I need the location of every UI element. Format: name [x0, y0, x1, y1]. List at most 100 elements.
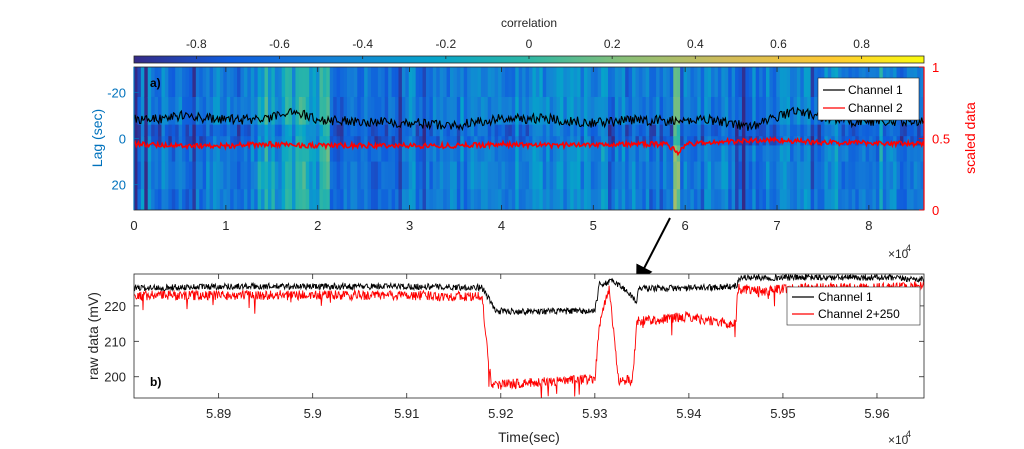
heatmap-cell [535, 96, 540, 126]
heatmap-cell [570, 124, 575, 137]
heatmap-cell [704, 145, 709, 163]
heatmap-cell [302, 136, 307, 147]
heatmap-cell [182, 124, 187, 137]
heatmap-cell [460, 96, 465, 126]
heatmap-cell [243, 96, 248, 126]
heatmap-cell [735, 124, 740, 137]
heatmap-cell [807, 124, 812, 137]
heatmap-cell [168, 189, 173, 210]
heatmap-cell [748, 67, 753, 98]
heatmap-cell [450, 124, 455, 137]
heatmap-cell [762, 67, 767, 98]
heatmap-cell [319, 161, 324, 190]
heatmap-cell [625, 124, 630, 137]
heatmap-cell [292, 136, 297, 147]
heatmap-cell [371, 96, 376, 126]
heatmap-cell [480, 189, 485, 210]
heatmap-cell [628, 136, 633, 147]
heatmap-cell [529, 189, 534, 210]
heatmap-cell [371, 145, 376, 163]
heatmap-cell [580, 124, 585, 137]
heatmap-cell [635, 161, 640, 190]
heatmap-cell [669, 136, 674, 147]
heatmap-cell [257, 189, 262, 210]
heatmap-cell [652, 67, 657, 98]
heatmap-cell [295, 67, 300, 98]
heatmap-cell [226, 96, 231, 126]
heatmap-cell [209, 124, 214, 137]
heatmap-cell [893, 161, 898, 190]
heatmap-cell [549, 189, 554, 210]
heatmap-cell [364, 161, 369, 190]
heatmap-cell [388, 136, 393, 147]
heatmap-cell [477, 161, 482, 190]
heatmap-cell [391, 124, 396, 137]
heatmap-cell [353, 161, 358, 190]
heatmap-cell [470, 189, 475, 210]
heatmap-cell [834, 161, 839, 190]
heatmap-cell [841, 136, 846, 147]
heatmap-cell [188, 189, 193, 210]
heatmap-cell [195, 136, 200, 147]
heatmap-cell [869, 145, 874, 163]
heatmap-cell [340, 124, 345, 137]
heatmap-cell [278, 145, 283, 163]
heatmap-cell [896, 189, 901, 210]
heatmap-cell [350, 145, 355, 163]
heatmap-cell [786, 145, 791, 163]
heatmap-cell [790, 145, 795, 163]
heatmap-cell [666, 96, 671, 126]
heatmap-cell [367, 161, 372, 190]
heatmap-cell [371, 136, 376, 147]
heatmap-cell [281, 136, 286, 147]
heatmap-cell [164, 189, 169, 210]
heatmap-cell [793, 145, 798, 163]
heatmap-cell [477, 124, 482, 137]
heatmap-cell [322, 145, 327, 163]
heatmap-cell [271, 96, 276, 126]
heatmap-cell [474, 136, 479, 147]
heatmap-cell [171, 145, 176, 163]
heatmap-cell [515, 161, 520, 190]
heatmap-cell [783, 96, 788, 126]
heatmap-cell [247, 161, 252, 190]
heatmap-cell [875, 161, 880, 190]
heatmap-cell [772, 161, 777, 190]
panel-a-legend: Channel 1 Channel 2 [817, 77, 920, 121]
heatmap-cell [559, 161, 564, 190]
heatmap-cell [377, 189, 382, 210]
heatmap-cell [666, 136, 671, 147]
heatmap-cell [216, 189, 221, 210]
heatmap-cell [250, 145, 255, 163]
heatmap-cell [741, 145, 746, 163]
heatmap-cell [374, 161, 379, 190]
heatmap-cell [498, 161, 503, 190]
heatmap-cell [549, 67, 554, 98]
heatmap-cell [745, 67, 750, 98]
heatmap-cell [917, 124, 922, 137]
heatmap-cell [175, 96, 180, 126]
heatmap-cell [137, 124, 142, 137]
heatmap-cell [542, 189, 547, 210]
heatmap-cell [515, 136, 520, 147]
heatmap-cell [134, 136, 139, 147]
heatmap-cell [453, 189, 458, 210]
heatmap-cell [425, 67, 430, 98]
heatmap-cell [700, 67, 705, 98]
bottom-x-exponent-base: ×10 [888, 433, 909, 447]
heatmap-cell [824, 161, 829, 190]
bottom-y-tick-label: 200 [104, 370, 126, 385]
heatmap-cell [783, 189, 788, 210]
heatmap-cell [381, 67, 386, 98]
heatmap-cell [594, 67, 599, 98]
bottom-x-tick-label: 5.94 [676, 406, 701, 421]
heatmap-cell [827, 189, 832, 210]
heatmap-cell [453, 124, 458, 137]
heatmap-cell [223, 145, 228, 163]
heatmap-cell [807, 96, 812, 126]
top-x-tick-label: 3 [406, 218, 413, 233]
heatmap-cell [869, 124, 874, 137]
heatmap-cell [250, 67, 255, 98]
heatmap-cell [144, 136, 149, 147]
heatmap-cell [377, 145, 382, 163]
